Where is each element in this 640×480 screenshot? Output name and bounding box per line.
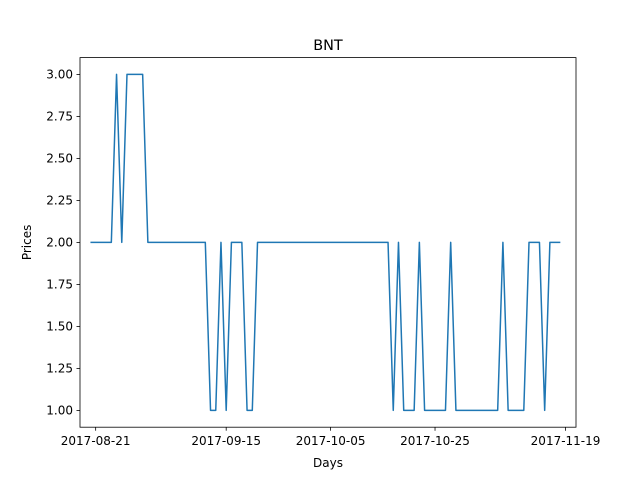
x-tick-label: 2017-11-19 — [531, 434, 601, 448]
chart-title: BNT — [313, 38, 343, 54]
x-tick-label: 2017-10-05 — [296, 434, 366, 448]
x-axis: 2017-08-21 2017-09-15 2017-10-05 2017-10-25… — [61, 427, 601, 448]
series-line-0 — [90, 73, 561, 412]
y-tick-label: 2.25 — [46, 194, 73, 208]
y-tick-label: 2.00 — [46, 236, 73, 250]
series-layer — [90, 73, 561, 412]
x-tick-label: 2017-09-15 — [191, 434, 261, 448]
x-tick-label: 2017-08-21 — [61, 434, 131, 448]
x-tick-label: 2017-10-25 — [400, 434, 470, 448]
y-axis-label: Prices — [20, 225, 34, 261]
y-tick-label: 3.00 — [46, 68, 73, 82]
y-axis: 1.00 1.25 1.50 1.75 2.00 2.25 2.50 2.75 3.00 — [46, 68, 80, 418]
x-axis-label: Days — [313, 456, 343, 470]
y-tick-label: 1.50 — [46, 320, 73, 334]
y-tick-label: 2.75 — [46, 110, 73, 124]
y-tick-label: 1.25 — [46, 362, 73, 376]
y-tick-label: 1.00 — [46, 404, 73, 418]
y-tick-label: 1.75 — [46, 278, 73, 292]
y-tick-label: 2.50 — [46, 152, 73, 166]
